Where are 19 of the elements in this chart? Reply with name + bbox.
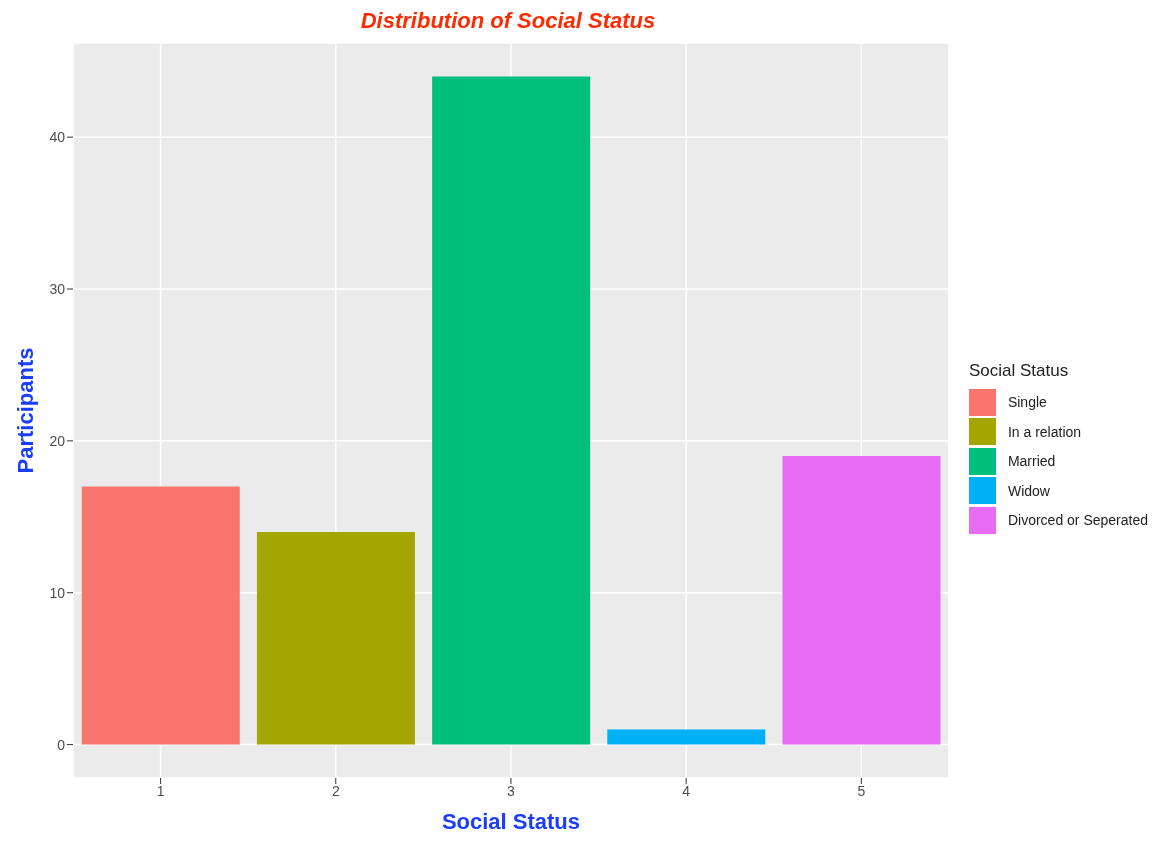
y-tick-label: 0 [57, 736, 66, 753]
legend-label: Widow [1007, 482, 1050, 499]
x-tick-label: 5 [857, 782, 866, 799]
chart-title: Distribution of Social Status [359, 8, 657, 34]
x-tick-label: 1 [156, 782, 165, 799]
x-tick-label: 3 [507, 782, 516, 799]
y-tick-label: 10 [49, 584, 66, 601]
x-tick-label: 2 [331, 782, 340, 799]
x-tick-label: 4 [682, 782, 691, 799]
y-tick-label: 40 [49, 129, 66, 146]
legend-label: Single [1007, 394, 1047, 410]
legend-title: Social Status [968, 361, 1070, 382]
y-axis-title: Participants [12, 347, 38, 474]
legend-label: Divorced or Seperated [1007, 512, 1148, 528]
x-axis-title: Social Status [441, 809, 581, 834]
y-tick-label: 30 [49, 280, 66, 297]
legend-label: In a relation [1007, 423, 1082, 440]
legend-label: Married [1007, 453, 1056, 469]
y-tick-label: 20 [49, 432, 66, 449]
